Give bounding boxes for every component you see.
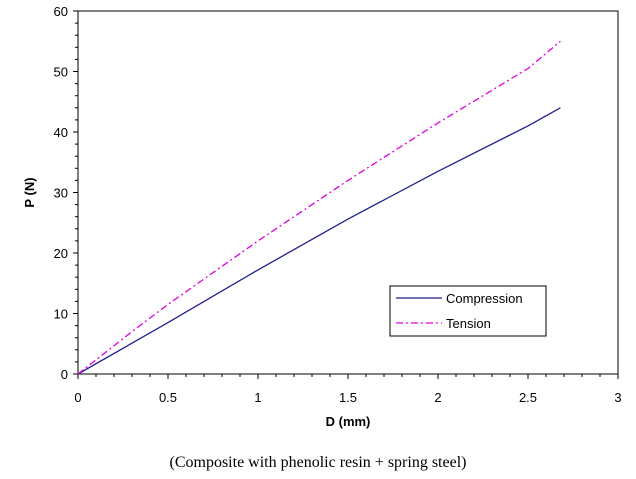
ticks: 0 10 20 30 40 50 60 0 0.5 1 1.5 2 2.5 3 [54,4,622,405]
y-tick-label: 10 [54,307,68,322]
axes: D (mm) P (N) [22,10,619,429]
y-tick-label: 0 [61,367,68,382]
x-tick-label: 1.5 [339,390,357,405]
y-tick-label: 40 [54,125,68,140]
legend-box [389,285,547,337]
legend-label-compression: Compression [446,291,523,306]
x-tick-label: 3 [614,390,621,405]
line-chart: D (mm) P (N) 0 10 20 30 40 50 60 0 0.5 1 1.5 2 2.5 3 C… [22,4,622,429]
x-tick-label: 0.5 [159,390,177,405]
x-axis-title: D (mm) [326,414,371,429]
y-tick-label: 60 [54,4,68,19]
x-tick-label: 2.5 [519,390,537,405]
y-tick-label: 20 [54,246,68,261]
series-group [77,40,561,375]
legend: Compression Tension [389,285,547,337]
x-tick-label: 0 [74,390,81,405]
series-line-compression [77,107,561,375]
figure-caption: (Composite with phenolic resin + spring … [169,454,467,471]
legend-label-tension: Tension [446,316,491,331]
x-tick-label: 2 [434,390,441,405]
y-axis-title: P (N) [22,177,37,207]
series-line-tension [77,40,561,375]
x-tick-label: 1 [254,390,261,405]
y-tick-label: 50 [54,65,68,80]
y-tick-label: 30 [54,186,68,201]
